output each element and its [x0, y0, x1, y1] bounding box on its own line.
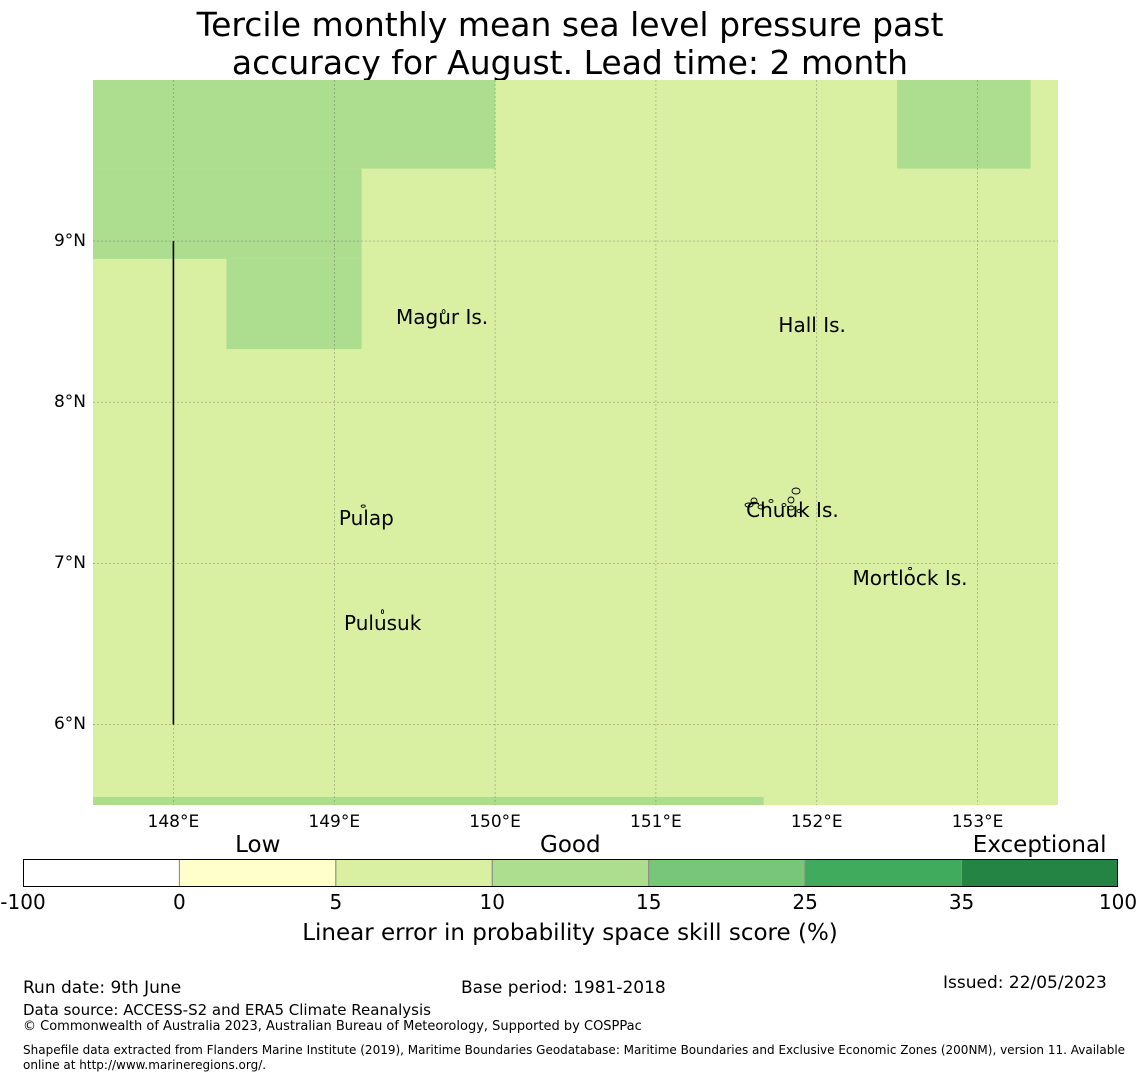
island-outline	[791, 487, 801, 495]
longitude-label: 148°E	[147, 812, 200, 832]
skill-region-cell	[93, 796, 764, 805]
copyright-notice: © Commonwealth of Australia 2023, Austra…	[23, 1019, 642, 1034]
colorbar-caption: Linear error in probability space skill …	[302, 920, 838, 946]
colorbar-tick-label: 35	[948, 890, 975, 914]
skill-region-cell	[226, 258, 362, 350]
island-outline	[441, 309, 446, 315]
colorbar-tick-label: 10	[479, 890, 505, 914]
base-period: Base period: 1981-2018	[461, 978, 666, 998]
colorbar-bin	[961, 859, 1118, 887]
colorbar-tick-label: 0	[173, 890, 186, 914]
place-label: Hall Is.	[778, 312, 846, 337]
map-title: Tercile monthly mean sea level pressure …	[0, 6, 1140, 82]
map-title-line-1: Tercile monthly mean sea level pressure …	[196, 5, 944, 44]
island-outline	[908, 566, 912, 571]
place-label: Mortlock Is.	[852, 565, 968, 590]
island-outline	[360, 504, 366, 508]
category-label: Exceptional	[972, 832, 1107, 858]
colorbar-tick-label: 25	[792, 890, 818, 914]
latitude-label: 6°N	[53, 714, 86, 735]
island-outline	[787, 505, 795, 511]
island-outline	[781, 503, 787, 507]
longitude-label: 151°E	[630, 812, 682, 832]
skill-score-map	[93, 80, 1058, 805]
island-outline	[768, 499, 774, 503]
place-label: Pulusuk	[344, 610, 422, 635]
colorbar-bin	[178, 859, 337, 887]
data-source: Data source: ACCESS-S2 and ERA5 Climate …	[23, 1001, 431, 1019]
island-outline	[757, 504, 765, 510]
map-title-line-2: accuracy for August. Lead time: 2 month	[231, 43, 909, 82]
shapefile-credit: Shapefile data extracted from Flanders M…	[23, 1043, 1126, 1072]
place-label: Chuuk Is.	[746, 497, 839, 522]
place-label: Magur Is.	[396, 304, 489, 329]
colorbar-outline	[23, 859, 1118, 887]
colorbar-tick-label: 100	[1098, 890, 1138, 914]
issued-date: Issued: 22/05/2023	[943, 973, 1107, 993]
island-outline	[796, 509, 802, 513]
island-outline	[787, 496, 795, 504]
colorbar-bin	[491, 859, 650, 887]
colorbar-bin	[23, 859, 180, 887]
island-outline	[750, 497, 758, 505]
run-date: Run date: 9th June	[23, 978, 182, 998]
map-panel	[93, 80, 1058, 805]
category-label: Low	[235, 832, 281, 858]
skill-region-cell	[93, 80, 496, 169]
colorbar-bin	[804, 859, 963, 887]
colorbar-tick-label: 15	[635, 890, 662, 914]
longitude-label: 149°E	[308, 812, 361, 832]
colorbar-tick-label: -100	[0, 890, 46, 914]
latitude-label: 8°N	[53, 392, 86, 413]
longitude-label: 150°E	[469, 812, 521, 832]
colorbar-bin	[335, 859, 493, 887]
island-outline	[381, 609, 384, 615]
skill-region-cell	[897, 80, 1031, 169]
category-label: Good	[540, 832, 601, 858]
island-outline	[744, 502, 754, 508]
colorbar-tick-label: 5	[329, 890, 343, 914]
colorbar-bin	[648, 859, 806, 887]
longitude-label: 152°E	[790, 812, 843, 832]
colorbar-bins	[23, 859, 1118, 887]
colorbar	[23, 859, 1118, 887]
longitude-label: 153°E	[951, 812, 1004, 832]
skill-region-cell	[93, 168, 362, 259]
latitude-label: 7°N	[53, 553, 86, 574]
latitude-label: 9°N	[53, 231, 86, 252]
place-label: Pulap	[338, 505, 394, 530]
